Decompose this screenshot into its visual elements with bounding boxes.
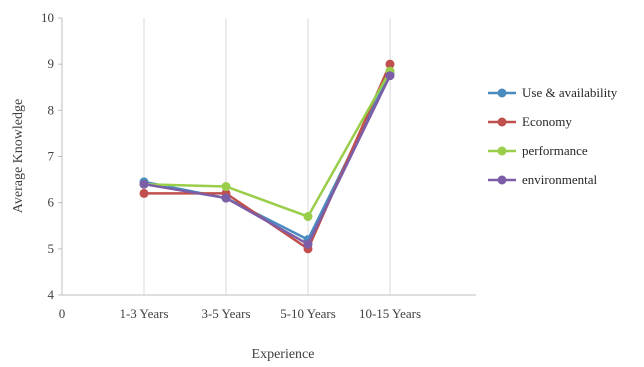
y-tick-label: 7: [48, 149, 55, 164]
series-0: [139, 68, 395, 245]
series-1: [139, 59, 395, 254]
x-tick-label: 3-5 Years: [201, 306, 250, 321]
legend-item: environmental: [488, 172, 597, 187]
data-point: [303, 212, 313, 222]
legend-marker: [497, 175, 507, 185]
legend-marker: [497, 88, 507, 98]
data-point: [303, 239, 313, 249]
x-axis-title: Experience: [252, 347, 315, 362]
series-2: [139, 66, 395, 222]
legend-marker: [497, 146, 507, 156]
legend-label: Use & availability: [522, 85, 618, 100]
x-tick-labels: 0 1-3 Years 3-5 Years 5-10 Years 10-15 Years: [59, 306, 421, 321]
legend-label: environmental: [522, 172, 597, 187]
y-tick-label: 8: [48, 102, 55, 117]
data-point: [221, 193, 231, 203]
y-tick-label: 9: [48, 56, 55, 71]
data-point: [139, 179, 149, 189]
legend-label: Economy: [522, 114, 572, 129]
legend-item: Use & availability: [488, 85, 618, 100]
x-tick-label: 0: [59, 306, 66, 321]
y-tick-label: 10: [41, 10, 54, 25]
data-point: [139, 188, 149, 198]
legend-marker: [497, 117, 507, 127]
legend-label: performance: [522, 143, 588, 158]
legend-item: Economy: [488, 114, 572, 129]
data-point: [385, 59, 395, 69]
axis-layer: [61, 18, 476, 296]
x-tick-label: 5-10 Years: [280, 306, 336, 321]
y-tick-label: 5: [48, 241, 55, 256]
legend: Use & availability Economy performance envi…: [488, 85, 618, 187]
y-tick-label: 6: [48, 195, 55, 210]
series-layer: [139, 59, 395, 254]
data-point: [221, 182, 231, 192]
y-axis-title: Average Knowledge: [11, 99, 26, 213]
y-tick-labels: 4 5 6 7 8 9 10: [41, 10, 62, 302]
series-line: [143, 75, 392, 246]
legend-item: performance: [488, 143, 588, 158]
x-tick-label: 1-3 Years: [119, 306, 168, 321]
x-tick-label: 10-15 Years: [359, 306, 421, 321]
series-line: [143, 72, 392, 241]
series-3: [139, 71, 395, 249]
data-point: [385, 71, 395, 81]
grid-layer: [143, 18, 391, 295]
series-line: [143, 70, 392, 218]
y-tick-label: 4: [48, 287, 55, 302]
